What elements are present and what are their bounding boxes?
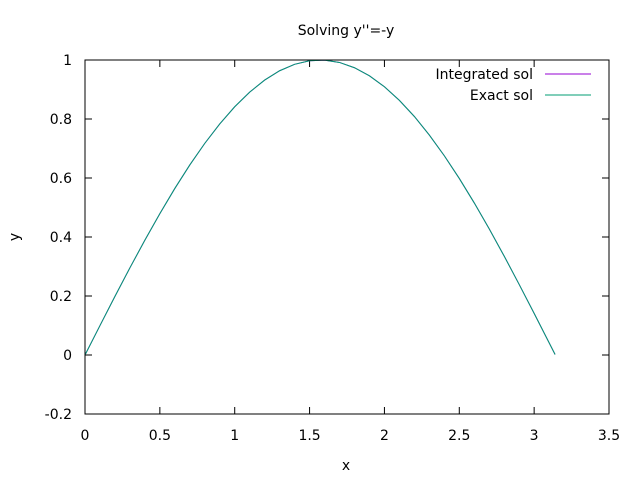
x-tick-label: 3.5	[598, 428, 620, 444]
y-tick-label: 0	[63, 348, 72, 364]
x-axis-label: x	[342, 458, 350, 474]
plot-border	[84, 59, 610, 415]
x-tick-label: 3	[530, 428, 539, 444]
y-tick-label: 0.2	[50, 289, 72, 305]
legend: Integrated sol Exact sol	[435, 67, 591, 104]
y-tick-label: 0.4	[50, 230, 72, 246]
axis-ticks: 0 0.5 1 1.5 2 2.5 3 3.5 -0.2 0 0.2 0.4 0.6 0.8 1	[45, 53, 620, 444]
legend-label-1: Integrated sol	[435, 67, 533, 83]
x-tick-label: 2	[380, 428, 389, 444]
chart-title: Solving y''=-y	[298, 23, 395, 39]
y-axis-label: y	[7, 233, 23, 241]
y-tick-label: 1	[63, 53, 72, 69]
y-tick-label: 0.6	[50, 171, 72, 187]
x-tick-label: 0.5	[149, 428, 171, 444]
x-tick-label: 1.5	[298, 428, 320, 444]
x-tick-label: 0	[81, 428, 90, 444]
legend-label-2: Exact sol	[470, 88, 533, 104]
x-tick-label: 2.5	[448, 428, 470, 444]
y-tick-label: 0.8	[50, 112, 72, 128]
x-tick-label: 1	[230, 428, 239, 444]
y-tick-label: -0.2	[45, 407, 72, 423]
